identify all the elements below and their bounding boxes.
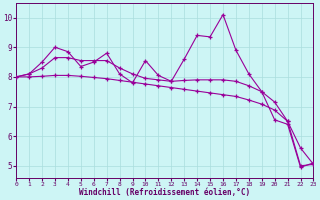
- X-axis label: Windchill (Refroidissement éolien,°C): Windchill (Refroidissement éolien,°C): [79, 188, 250, 197]
